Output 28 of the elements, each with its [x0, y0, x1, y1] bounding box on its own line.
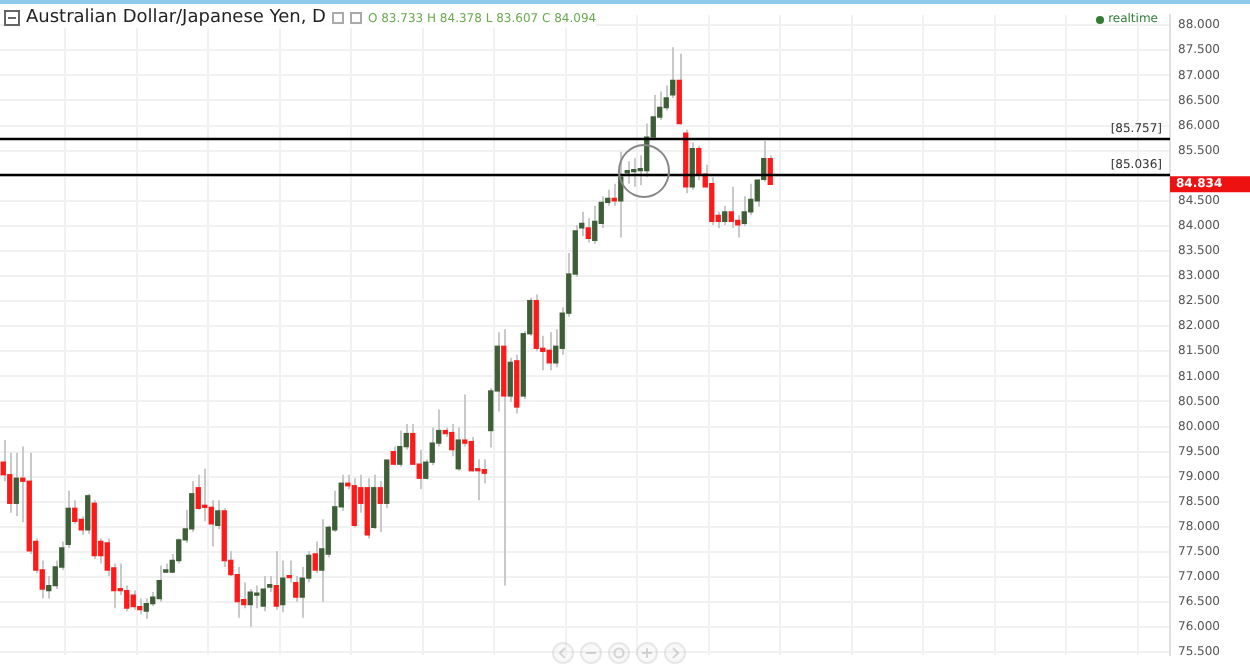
candlestick [273, 549, 279, 611]
candlestick [280, 559, 286, 614]
candlestick [13, 451, 19, 518]
candlestick [507, 356, 513, 403]
candlestick [397, 429, 403, 468]
candlestick [130, 589, 136, 611]
candlestick [377, 480, 383, 533]
candlestick [260, 575, 266, 613]
candlestick [85, 492, 91, 535]
candlestick [371, 473, 377, 530]
candlestick [351, 477, 357, 529]
candlestick [728, 185, 734, 229]
candlestick [585, 217, 591, 244]
candlestick [696, 144, 702, 182]
candlestick [676, 52, 682, 126]
candlestick [254, 584, 260, 610]
candlestick [72, 499, 78, 525]
candlestick [592, 204, 598, 245]
chart-title: Australian Dollar/Japanese Yen, D [26, 8, 326, 28]
candlestick [514, 353, 520, 415]
candlestick [546, 331, 552, 372]
candlestick [722, 204, 728, 226]
candlestick [319, 518, 325, 603]
candlestick [156, 564, 162, 603]
candlestick [247, 588, 253, 628]
candlestick [143, 597, 149, 620]
candlestick [312, 540, 318, 575]
candlestick [449, 423, 455, 458]
